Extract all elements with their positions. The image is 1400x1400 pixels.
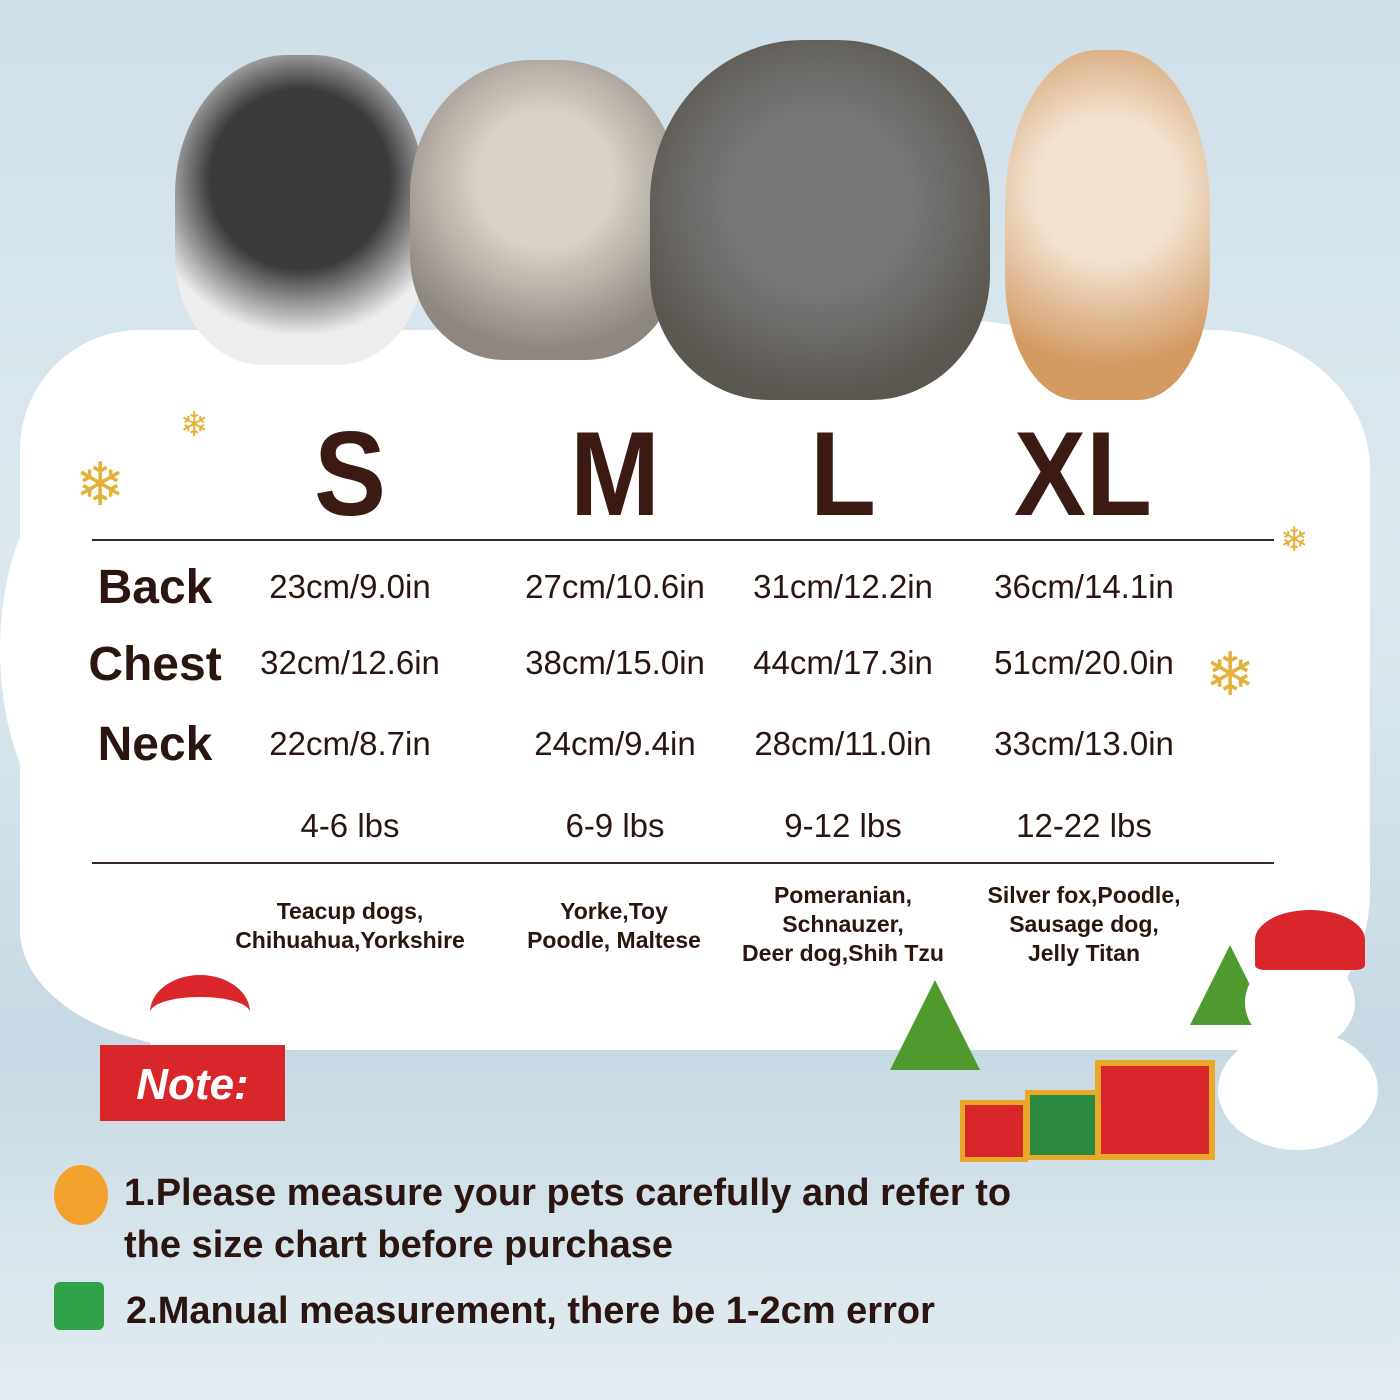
cell: 27cm/10.6in bbox=[525, 568, 705, 605]
weight: 6-9 lbs bbox=[565, 807, 665, 844]
size-header-xl: XL bbox=[1013, 407, 1153, 541]
breed-line: Poodle, Maltese bbox=[527, 927, 701, 953]
snowflake-icon: ❄ bbox=[75, 451, 126, 518]
breed-list: Silver fox,Poodle, Sausage dog, Jelly Tita… bbox=[954, 881, 1214, 968]
schnauzer-image bbox=[650, 40, 990, 400]
breed-line: Teacup dogs, bbox=[276, 898, 424, 924]
gift-box-icon bbox=[1025, 1090, 1100, 1160]
reindeer-icon bbox=[54, 1165, 108, 1225]
breed-list: Pomeranian, Schnauzer, Deer dog,Shih Tzu bbox=[713, 881, 973, 968]
breed-line: Chihuahua,Yorkshire bbox=[235, 927, 465, 953]
cell: 22cm/8.7in bbox=[269, 725, 431, 762]
size-chart-card bbox=[20, 330, 1370, 1050]
divider bbox=[92, 862, 1274, 864]
breed-line: Schnauzer, bbox=[782, 911, 904, 937]
santa-icon bbox=[150, 975, 250, 1050]
gift-icon bbox=[54, 1282, 104, 1330]
cell: 24cm/9.4in bbox=[534, 725, 696, 762]
cell: 28cm/11.0in bbox=[754, 725, 932, 762]
weight: 4-6 lbs bbox=[300, 807, 400, 844]
cell: 23cm/9.0in bbox=[269, 568, 431, 605]
weight: 12-22 lbs bbox=[1016, 807, 1152, 844]
cell: 44cm/17.3in bbox=[753, 644, 933, 681]
snowman-head-icon bbox=[1245, 955, 1355, 1050]
size-header-s: S bbox=[313, 407, 387, 541]
snowflake-icon: ❄ bbox=[1280, 521, 1309, 559]
christmas-tree-icon bbox=[890, 980, 980, 1070]
cell: 33cm/13.0in bbox=[994, 725, 1174, 762]
breed-line: Sausage dog, bbox=[1009, 911, 1159, 937]
note-line-2: 2.Manual measurement, there be 1-2cm err… bbox=[126, 1290, 935, 1332]
santa-hat-icon bbox=[1255, 910, 1365, 970]
cell: 38cm/15.0in bbox=[525, 644, 705, 681]
note-line-1: 1.Please measure your pets carefully and… bbox=[124, 1172, 1012, 1214]
snowflake-icon: ❄ bbox=[180, 406, 209, 444]
size-header-m: M bbox=[570, 407, 660, 541]
breed-line: Yorke,Toy bbox=[560, 898, 668, 924]
shiba-inu-image bbox=[1005, 50, 1210, 400]
breed-list: Teacup dogs, Chihuahua,Yorkshire bbox=[220, 897, 480, 955]
shih-tzu-image bbox=[410, 60, 680, 360]
row-label-back: Back bbox=[97, 561, 213, 614]
gift-box-icon bbox=[960, 1100, 1028, 1162]
cell: 31cm/12.2in bbox=[753, 568, 933, 605]
cell: 32cm/12.6in bbox=[260, 644, 440, 681]
divider bbox=[92, 539, 1274, 541]
cell: 36cm/14.1in bbox=[994, 568, 1174, 605]
row-label-chest: Chest bbox=[88, 638, 222, 691]
breed-line: Silver fox,Poodle, bbox=[987, 882, 1181, 908]
size-header-l: L bbox=[810, 407, 876, 541]
french-bulldog-image bbox=[175, 55, 425, 365]
breed-list: Yorke,Toy Poodle, Maltese bbox=[484, 897, 744, 955]
breed-line: Jelly Titan bbox=[1027, 940, 1141, 966]
note-line-1-continued: the size chart before purchase bbox=[124, 1224, 674, 1266]
snowman-icon bbox=[1218, 1030, 1378, 1150]
cell: 51cm/20.0in bbox=[994, 644, 1174, 681]
gift-box-icon bbox=[1095, 1060, 1215, 1160]
weight: 9-12 lbs bbox=[784, 807, 902, 844]
breed-line: Pomeranian, bbox=[773, 882, 913, 908]
breed-line: Deer dog,Shih Tzu bbox=[742, 940, 944, 966]
note-badge: Note: bbox=[100, 1045, 285, 1121]
row-label-neck: Neck bbox=[97, 718, 213, 771]
snowflake-icon: ❄ bbox=[1205, 641, 1256, 708]
